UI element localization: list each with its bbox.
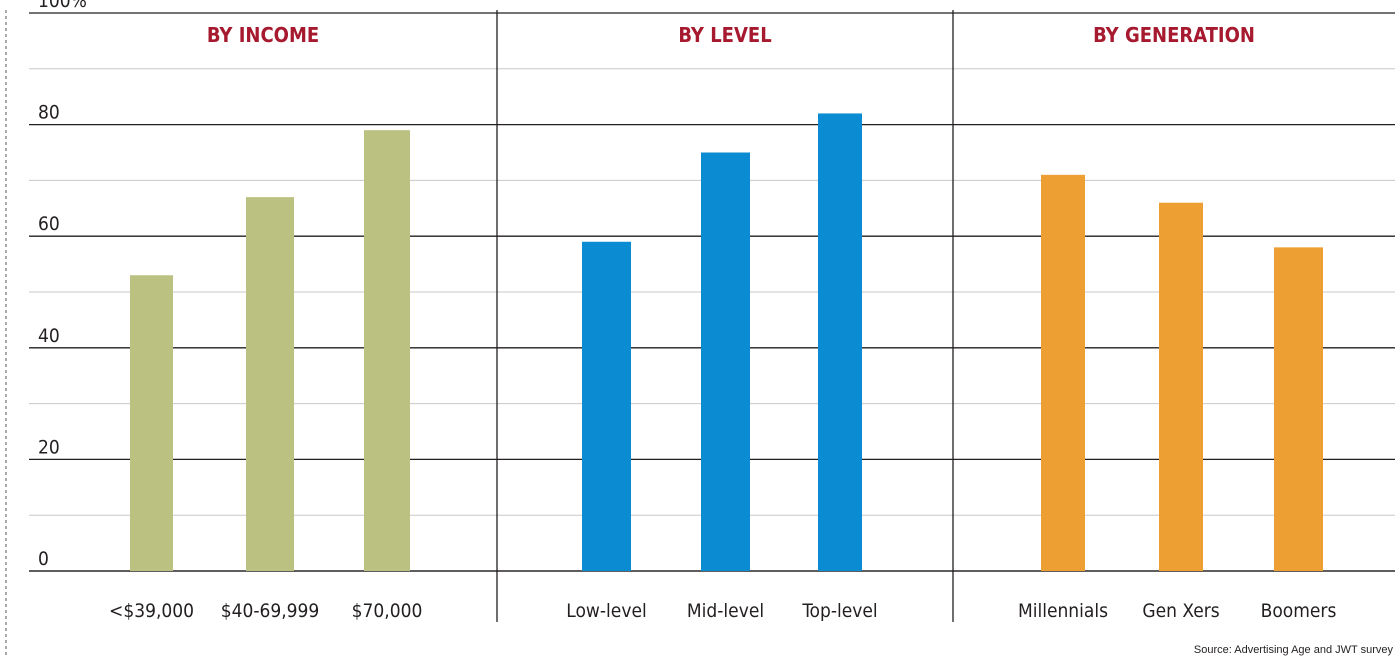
bar: [818, 113, 862, 571]
bar: [246, 197, 294, 571]
source-note: Source: Advertising Age and JWT survey: [1194, 644, 1394, 656]
bar: [1274, 247, 1323, 572]
x-category-label: Mid-level: [687, 600, 764, 622]
bar: [1041, 174, 1085, 571]
y-tick-label: 80: [38, 102, 60, 124]
panel-1: BY LEVEL Low-level Mid-level Top-level: [496, 10, 878, 622]
y-axis: 0 20 40 60 80 100%: [38, 0, 87, 570]
x-category-label: Gen Xers: [1142, 600, 1219, 622]
y-tick-label: 20: [38, 436, 60, 458]
chart-panels: BY INCOME <$39,000 $40-69,999 $70,000 BY LEV…: [109, 10, 1336, 622]
bar: [130, 275, 173, 571]
x-category-label: Top-level: [801, 600, 877, 622]
x-category-label: $40-69,999: [221, 600, 320, 622]
x-category-label: Boomers: [1261, 600, 1337, 622]
y-tick-label: 0: [38, 548, 49, 570]
x-category-label: Millennials: [1018, 600, 1108, 622]
panel-2: BY GENERATION Millennials Gen Xers Boomers: [952, 10, 1337, 622]
x-category-label: Low-level: [566, 600, 646, 622]
y-tick-label: 40: [38, 325, 60, 347]
bar: [364, 130, 410, 571]
panel-title: BY LEVEL: [678, 23, 771, 47]
x-category-label: $70,000: [352, 600, 423, 622]
x-category-label: <$39,000: [109, 600, 194, 622]
panel-title: BY GENERATION: [1093, 23, 1255, 47]
bar: [701, 152, 750, 571]
bar: [582, 241, 631, 571]
y-tick-label: 100%: [38, 0, 87, 12]
panel-title: BY INCOME: [207, 23, 319, 47]
panel-0: BY INCOME <$39,000 $40-69,999 $70,000: [109, 23, 422, 622]
bar: [1159, 202, 1203, 571]
y-tick-label: 60: [38, 213, 60, 235]
